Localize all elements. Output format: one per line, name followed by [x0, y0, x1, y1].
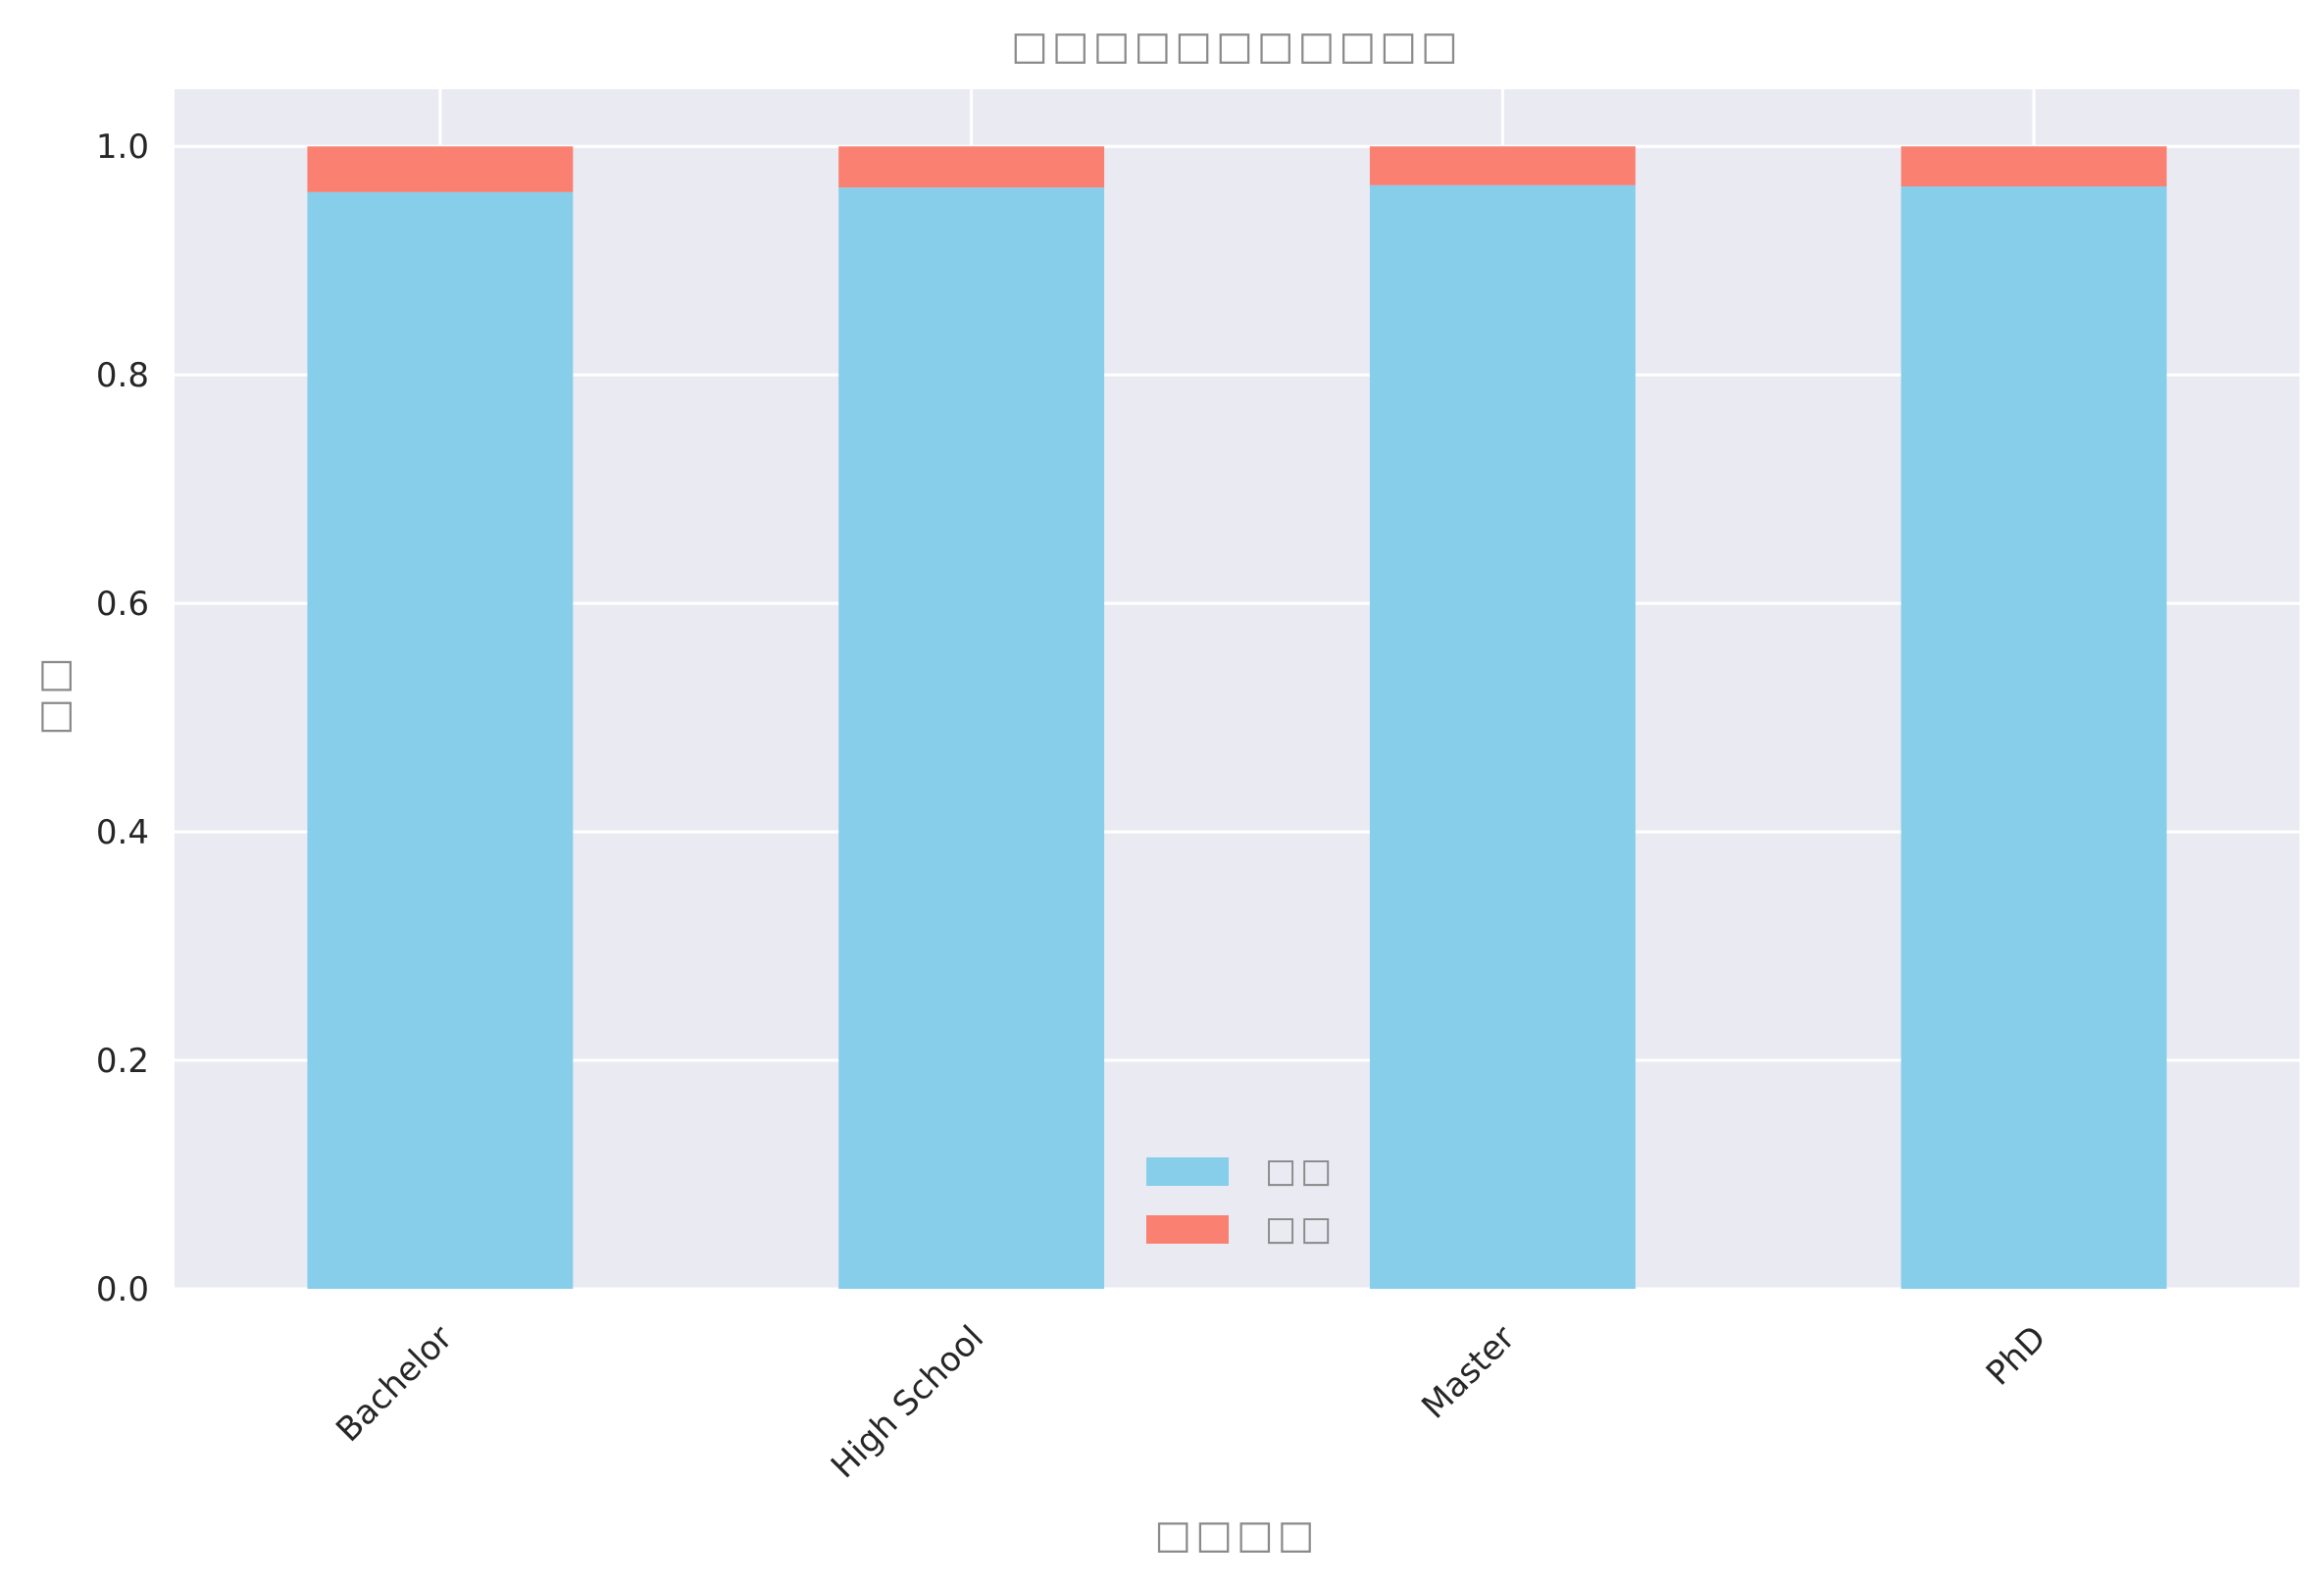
y-tick-label: 0.6	[96, 585, 149, 624]
bar-series-1-high-school	[838, 187, 1105, 1289]
y-tick-label: 0.8	[96, 356, 149, 395]
x-tick-label: Master	[1414, 1318, 1522, 1426]
x-tick-label: PhD	[1979, 1318, 2054, 1394]
y-tick-labels: 0.0 0.2 0.4 0.6 0.8 1.0	[96, 128, 149, 1309]
x-tick-label: Bachelor	[328, 1318, 460, 1450]
chart-title: □□□□□□□□□□□	[1011, 24, 1462, 69]
legend-swatch-series-2	[1146, 1215, 1229, 1244]
y-tick-label: 1.0	[96, 128, 149, 167]
bar-series-2-high-school	[838, 146, 1105, 188]
bar-series-1-phd	[1900, 186, 2167, 1289]
bar-series-2-bachelor	[307, 146, 574, 192]
legend: □□ □□	[1146, 1152, 1336, 1249]
bar-series-2-phd	[1900, 146, 2167, 187]
legend-swatch-series-1	[1146, 1157, 1229, 1186]
y-axis-label: □□	[31, 653, 76, 736]
bar-series-2-master	[1369, 146, 1636, 185]
y-tick-label: 0.0	[96, 1270, 149, 1309]
y-tick-label: 0.4	[96, 813, 149, 852]
legend-label-series-2: □□	[1265, 1209, 1336, 1249]
y-tick-label: 0.2	[96, 1042, 149, 1081]
x-tick-label: High School	[824, 1318, 991, 1486]
bar-series-1-master	[1369, 184, 1636, 1290]
legend-label-series-1: □□	[1265, 1152, 1336, 1191]
bars	[307, 146, 2167, 1290]
bar-series-1-bachelor	[307, 191, 574, 1289]
x-tick-labels: Bachelor High School Master PhD	[328, 1318, 2053, 1486]
x-axis-label: □□□□	[1154, 1512, 1318, 1558]
